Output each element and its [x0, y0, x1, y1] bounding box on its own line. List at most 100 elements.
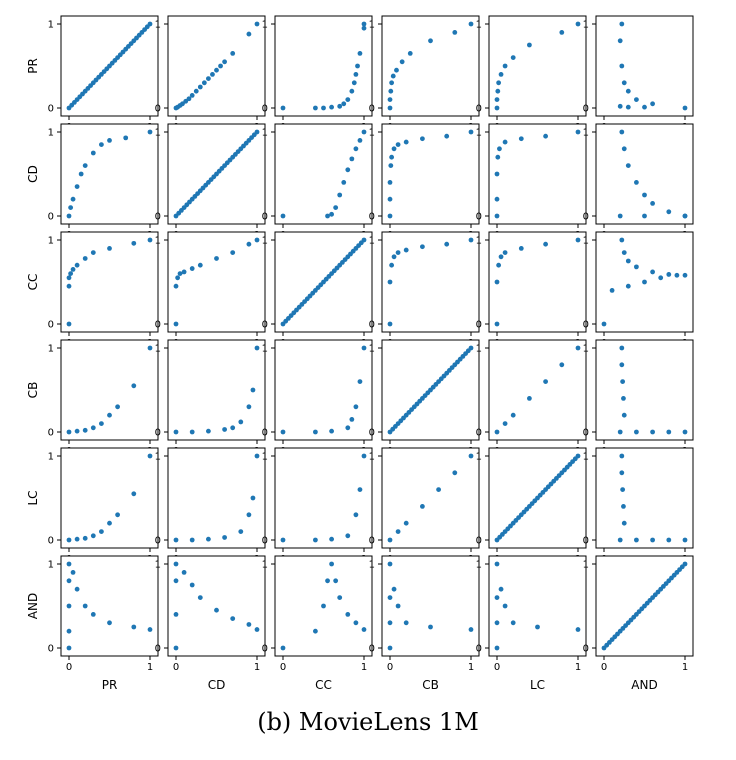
- col-label-pr: PR: [102, 678, 118, 692]
- panel-LC-vs-LC: 0 1 0 1: [476, 447, 587, 565]
- data-point: [107, 412, 112, 418]
- data-point: [66, 537, 72, 543]
- data-point: [147, 129, 153, 135]
- data-point: [173, 645, 179, 651]
- data-point: [246, 404, 252, 410]
- data-point: [642, 279, 647, 285]
- data-point: [682, 213, 688, 219]
- data-point: [617, 38, 623, 44]
- data-point: [345, 425, 351, 431]
- data-point: [494, 105, 500, 111]
- panel-CD-vs-PR: 0 1 0 1: [48, 123, 159, 241]
- data-point: [321, 603, 326, 609]
- data-point: [66, 645, 72, 651]
- y-tick-label: 1: [48, 20, 54, 31]
- data-point: [197, 262, 203, 268]
- y-tick-label: 0: [155, 212, 161, 223]
- data-point: [254, 453, 260, 459]
- data-point: [387, 620, 393, 626]
- data-point: [391, 586, 397, 592]
- y-tick-label: 1: [369, 236, 375, 247]
- data-point: [313, 429, 318, 435]
- y-tick-label: 1: [476, 20, 482, 31]
- data-point: [173, 429, 179, 435]
- data-point: [543, 133, 548, 139]
- data-point: [527, 396, 532, 401]
- data-point: [502, 421, 508, 426]
- data-point: [250, 387, 256, 393]
- data-point: [230, 51, 236, 56]
- panel-CC-vs-CB: 0 1 0 1: [369, 231, 480, 349]
- data-point: [66, 628, 72, 634]
- row-label-cd: CD: [26, 165, 40, 183]
- panel-CD-vs-LC: 0 1 0 1: [476, 123, 587, 241]
- data-point: [625, 258, 631, 264]
- data-point: [621, 396, 626, 401]
- panel-frame: [488, 231, 587, 333]
- x-tick-label: 1: [575, 662, 581, 673]
- y-tick-label: 0: [476, 644, 482, 655]
- data-point: [617, 429, 623, 435]
- data-point: [357, 379, 363, 384]
- data-point: [254, 627, 260, 632]
- data-point: [468, 21, 474, 27]
- y-tick-label: 1: [583, 128, 589, 139]
- data-point: [222, 427, 228, 432]
- data-point: [436, 487, 441, 492]
- y-tick-label: 0: [369, 104, 375, 115]
- data-point: [66, 429, 72, 435]
- data-point: [66, 213, 72, 219]
- y-tick-label: 0: [155, 644, 161, 655]
- panel-frame: [274, 123, 373, 225]
- data-point: [502, 139, 508, 145]
- data-point: [559, 362, 565, 368]
- y-tick-label: 1: [476, 452, 482, 463]
- panel-frame: [381, 123, 480, 225]
- col-label-and: AND: [631, 678, 657, 692]
- data-point: [147, 237, 153, 243]
- data-point: [496, 262, 502, 268]
- data-point: [313, 628, 318, 634]
- data-point: [619, 345, 625, 351]
- y-tick-label: 0: [262, 428, 268, 439]
- data-point: [74, 536, 80, 542]
- data-point: [189, 582, 195, 588]
- panel-AND-vs-CC: 0 101: [262, 555, 373, 673]
- data-point: [625, 88, 631, 94]
- data-point: [90, 612, 96, 617]
- data-point: [497, 146, 502, 152]
- data-point: [173, 321, 179, 327]
- data-point: [246, 512, 252, 518]
- panel-frame: [488, 123, 587, 225]
- data-point: [173, 561, 179, 567]
- data-point: [115, 512, 120, 518]
- y-tick-label: 1: [583, 344, 589, 355]
- data-point: [666, 537, 672, 543]
- panel-frame: [167, 231, 266, 333]
- data-point: [99, 142, 104, 148]
- data-point: [617, 103, 623, 109]
- x-tick-label: 1: [468, 662, 474, 673]
- data-point: [494, 213, 500, 219]
- data-point: [620, 379, 626, 384]
- data-point: [189, 93, 195, 98]
- data-point: [177, 271, 183, 276]
- y-tick-label: 1: [476, 344, 482, 355]
- data-point: [349, 156, 355, 162]
- data-point: [498, 254, 504, 260]
- data-point: [361, 21, 367, 27]
- data-point: [559, 30, 565, 35]
- data-point: [280, 537, 286, 543]
- y-tick-label: 1: [369, 20, 375, 31]
- x-tick-label: 0: [173, 662, 179, 673]
- y-tick-label: 0: [369, 320, 375, 331]
- data-point: [78, 171, 84, 177]
- y-tick-label: 1: [262, 344, 268, 355]
- data-point: [349, 417, 355, 422]
- panel-AND-vs-LC: 0 101: [476, 555, 587, 673]
- data-point: [181, 269, 187, 275]
- data-point: [131, 624, 137, 630]
- data-point: [254, 21, 260, 27]
- data-point: [147, 21, 153, 27]
